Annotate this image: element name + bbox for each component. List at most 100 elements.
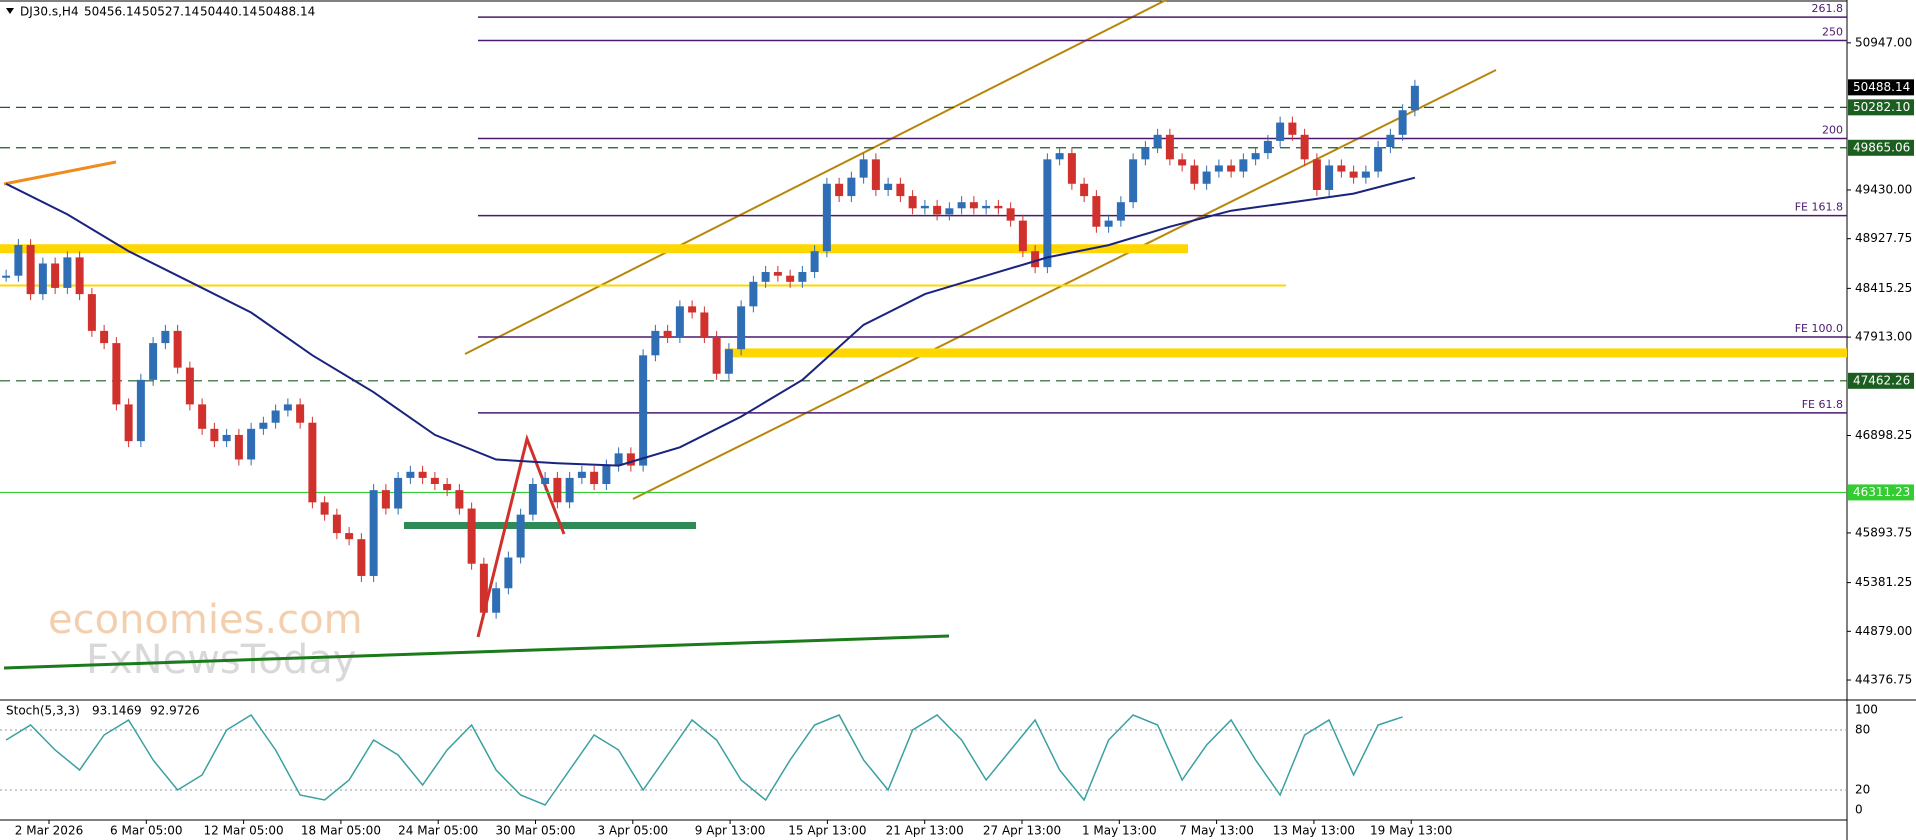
stoch-tick-label: 0 [1855,803,1863,817]
candle [2,275,11,278]
candle [492,588,501,613]
y-tick-label: 45381.25 [1855,575,1912,589]
candle [602,465,611,485]
candle [198,404,207,429]
fib-label: FE 161.8 [1795,201,1843,214]
candle [75,257,84,295]
x-tick-label: 21 Apr 13:00 [886,824,964,838]
candle [1410,85,1419,111]
candle [1080,183,1089,197]
x-tick-label: 6 Mar 05:00 [110,824,183,838]
candle [467,508,476,564]
stoch-tick-label: 100 [1855,703,1878,717]
candle [406,471,415,478]
candle [773,272,782,276]
candle [1190,165,1199,184]
candle [663,330,672,337]
x-tick-label: 13 May 13:00 [1273,824,1355,838]
candle [810,251,819,273]
candle [136,379,145,442]
candle [626,453,635,466]
fib-label: FE 100.0 [1795,322,1843,335]
candle [1374,147,1383,172]
candle [271,410,280,423]
candle [1312,159,1321,190]
ohlc: 50440.14 [200,5,257,19]
symbol: DJ30.s,H4 [20,5,79,19]
candle [822,183,831,252]
fib-label: 200 [1822,123,1843,136]
level-label: 47462.26 [1853,373,1910,387]
x-tick-label: 2 Mar 2026 [15,824,83,838]
candle [1386,134,1395,148]
candle [761,272,770,282]
y-tick-label: 46898.25 [1855,428,1912,442]
candle [675,306,684,337]
candle [124,404,133,442]
candle [1141,147,1150,160]
level-box [1848,99,1914,116]
candle [1043,159,1052,268]
x-tick-label: 18 Mar 05:00 [301,824,381,838]
candle [504,557,513,589]
candle [173,330,182,368]
y-tick-label: 50947.00 [1855,35,1912,49]
y-tick-label: 49430.00 [1855,182,1912,196]
zone [725,348,1847,358]
candle [896,183,905,197]
candle [479,563,488,613]
x-tick-label: 1 May 13:00 [1082,824,1157,838]
candle [1153,134,1162,148]
stoch-tick-label: 20 [1855,783,1870,797]
level-label: 49865.06 [1853,140,1910,154]
level-label: 50488.14 [1853,80,1910,94]
candle [639,355,648,466]
candle [185,367,194,405]
candle [688,306,697,313]
candle [51,263,60,288]
x-tick-label: 3 Apr 05:00 [597,824,668,838]
candle [332,514,341,534]
candle [1055,153,1064,160]
candle [430,477,439,485]
candle [1116,202,1125,221]
candle [112,343,121,405]
zone [0,284,1286,287]
stoch-value: 93.1469 [92,704,142,718]
level-box [1848,484,1914,501]
candle [994,205,1003,209]
candle [908,196,917,209]
candle [920,205,929,209]
candle [210,428,219,442]
candle [1067,153,1076,184]
stoch-line [5,713,1403,806]
candle [1288,122,1297,135]
candle [1178,159,1187,166]
stoch-name: Stoch(5,3,3) [6,704,80,718]
candle [871,159,880,190]
ohlc: 50527.14 [142,5,199,19]
candle [296,404,305,423]
candle [835,183,844,197]
y-tick-label: 48415.25 [1855,281,1912,295]
candle [528,484,537,515]
stoch-value: 92.9726 [150,704,200,718]
candle [724,349,733,374]
candle [345,533,354,540]
candle [1251,153,1260,160]
candle [982,205,991,209]
candle [1227,165,1236,172]
candle [957,202,966,209]
candle [100,330,109,344]
fib-label: FE 61.8 [1802,398,1843,411]
candle [357,539,366,576]
candle [1129,159,1138,203]
candle [798,272,807,282]
candle [1165,134,1174,160]
x-tick-label: 15 Apr 13:00 [788,824,866,838]
ohlc: 50456.14 [84,5,141,19]
candle [590,471,599,485]
menu-arrow [6,8,14,14]
